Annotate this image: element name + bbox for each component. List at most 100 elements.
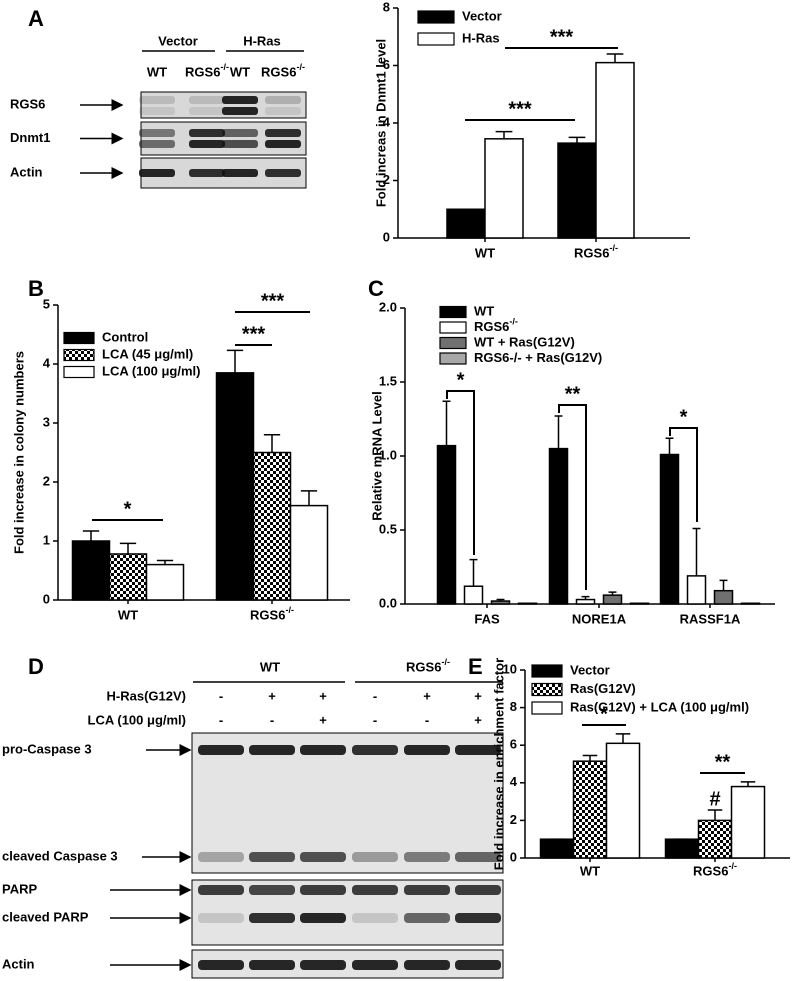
blot-band — [265, 107, 301, 115]
bar — [108, 553, 148, 601]
bar — [664, 838, 700, 859]
legend-swatch — [531, 682, 563, 697]
significance-label: *** — [550, 26, 574, 48]
y-tick-label: 0.5 — [379, 521, 397, 536]
lane-label: RGS6-/- — [261, 62, 305, 79]
error-bar — [442, 400, 451, 446]
blot-band — [189, 169, 225, 177]
blot-band — [189, 140, 225, 148]
blot-band — [404, 852, 450, 862]
blot-band — [249, 745, 295, 755]
condition-sign: - — [425, 712, 429, 727]
blot-band — [265, 140, 301, 148]
blot-band — [352, 913, 398, 923]
bar — [595, 61, 635, 239]
significance-label: * — [124, 498, 132, 520]
blot-band — [198, 913, 244, 923]
y-tick-label: 2 — [383, 172, 390, 187]
blot-band — [455, 885, 501, 895]
blot-band — [198, 960, 244, 970]
lane-label: WT — [230, 64, 250, 79]
bar — [659, 453, 680, 605]
blot-band — [300, 885, 346, 895]
group-label: RGS6-/- — [406, 657, 450, 674]
group-label: WT — [260, 659, 280, 674]
error-bar — [719, 579, 728, 591]
blot-band — [352, 745, 398, 755]
condition-label: H-Ras(G12V) — [107, 688, 186, 703]
y-tick-label: 1.5 — [379, 373, 397, 388]
blot-band — [352, 960, 398, 970]
y-tick-label: 4 — [510, 774, 518, 789]
error-bar — [496, 598, 505, 602]
bar — [71, 540, 111, 601]
legend-label: LCA (100 μg/ml) — [102, 363, 200, 378]
blot-band — [139, 96, 175, 104]
significance-line — [446, 390, 475, 555]
x-tick-label: WT — [118, 607, 138, 622]
y-tick-label: 3 — [43, 414, 50, 429]
condition-label: LCA (100 μg/ml) — [88, 712, 186, 727]
error-bar — [568, 136, 586, 144]
y-tick-label: 2 — [510, 812, 517, 827]
blot-band — [404, 885, 450, 895]
legend-label: WT — [474, 303, 494, 318]
row-label: Actin — [2, 956, 35, 971]
y-tick-label: 8 — [510, 699, 517, 714]
blot-box — [140, 121, 307, 156]
legend-label: H-Ras — [462, 30, 500, 45]
blot-band — [189, 96, 225, 104]
y-tick-label: 1.0 — [379, 447, 397, 462]
y-tick-label: 1 — [43, 532, 50, 547]
y-axis-label: Fold increase in colony numbers — [11, 351, 26, 554]
blot-band — [189, 129, 225, 137]
row-label: Dnmt1 — [10, 130, 50, 145]
legend-label: RGS6-/- — [474, 317, 518, 334]
condition-sign: - — [373, 688, 377, 703]
blot-band — [352, 852, 398, 862]
y-tick-label: 4 — [43, 355, 51, 370]
error-bar — [300, 490, 318, 506]
x-tick-label: WT — [580, 863, 600, 878]
condition-sign: + — [319, 712, 327, 727]
blot-band — [300, 852, 346, 862]
bar — [539, 838, 575, 859]
y-tick-label: 0 — [383, 229, 390, 244]
blot-band — [249, 960, 295, 970]
condition-sign: - — [219, 712, 223, 727]
legend-swatch — [439, 336, 467, 350]
blot-band — [222, 96, 258, 104]
blot-band — [139, 129, 175, 137]
legend-label: RGS6-/- + Ras(G12V) — [474, 350, 602, 365]
bar — [463, 585, 484, 605]
error-bar — [707, 809, 723, 821]
legend-swatch — [63, 365, 95, 379]
y-axis-label: Fold increas in Dnmt1 level — [373, 39, 388, 207]
legend-swatch — [63, 348, 95, 362]
blot-band — [198, 852, 244, 862]
panel-letter: E — [468, 654, 483, 679]
error-bar — [692, 527, 701, 576]
blot-band — [300, 745, 346, 755]
x-tick-label: RASSF1A — [680, 611, 741, 626]
condition-sign: - — [219, 688, 223, 703]
condition-sign: + — [319, 688, 327, 703]
row-label: Actin — [10, 164, 43, 179]
error-bar — [581, 595, 590, 600]
bar — [730, 785, 766, 859]
error-bar — [608, 591, 617, 596]
row-label: cleaved Caspase 3 — [2, 848, 118, 863]
bar — [713, 589, 734, 605]
error-bar — [554, 415, 563, 449]
significance-label: ** — [565, 383, 581, 405]
blot-band — [265, 129, 301, 137]
row-label: cleaved PARP — [2, 909, 89, 924]
legend-swatch — [439, 321, 467, 334]
bar — [436, 444, 457, 605]
condition-sign: - — [373, 712, 377, 727]
x-tick-label: RGS6-/- — [574, 243, 618, 260]
panel-letter: C — [368, 276, 384, 301]
error-bar — [119, 542, 137, 554]
blot-band — [404, 745, 450, 755]
